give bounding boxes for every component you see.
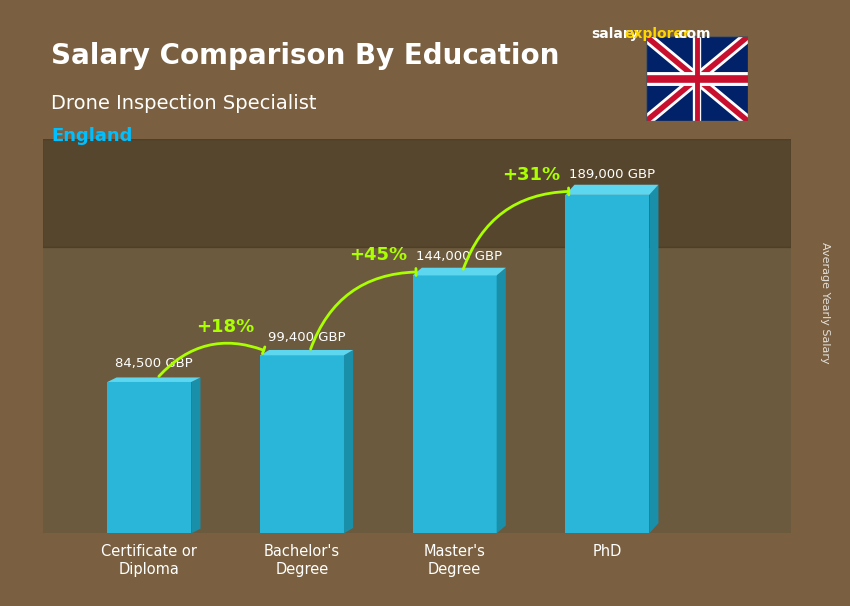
Text: 189,000 GBP: 189,000 GBP (569, 168, 655, 181)
Text: 144,000 GBP: 144,000 GBP (416, 250, 502, 263)
Text: 99,400 GBP: 99,400 GBP (268, 331, 345, 344)
Polygon shape (344, 350, 353, 533)
Text: Drone Inspection Specialist: Drone Inspection Specialist (51, 94, 316, 113)
Text: .com: .com (674, 27, 711, 41)
Polygon shape (496, 268, 506, 533)
Polygon shape (191, 378, 201, 533)
Text: salary: salary (591, 27, 638, 41)
Bar (260, 355, 344, 533)
Polygon shape (565, 185, 659, 195)
Text: 84,500 GBP: 84,500 GBP (115, 358, 193, 370)
Bar (42, 139, 790, 247)
Text: +31%: +31% (502, 166, 560, 184)
Text: +45%: +45% (349, 246, 407, 264)
Bar (107, 382, 191, 533)
Polygon shape (260, 350, 353, 355)
Polygon shape (649, 185, 659, 533)
Text: Average Yearly Salary: Average Yearly Salary (819, 242, 830, 364)
Polygon shape (107, 378, 201, 382)
Text: +18%: +18% (196, 318, 255, 336)
Text: explorer: explorer (625, 27, 690, 41)
Polygon shape (413, 268, 506, 276)
Text: England: England (51, 127, 133, 145)
Bar (413, 276, 496, 533)
Text: Salary Comparison By Education: Salary Comparison By Education (51, 42, 559, 70)
Bar (565, 195, 649, 533)
